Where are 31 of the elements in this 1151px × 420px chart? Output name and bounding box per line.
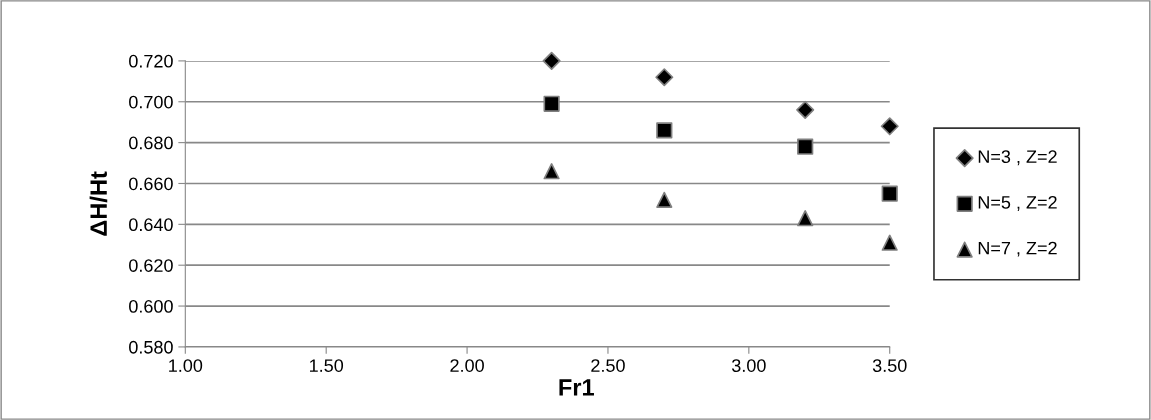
point xyxy=(543,95,560,112)
x-tick-label: 2.00 xyxy=(450,359,484,372)
x-tick-label: 1.00 xyxy=(169,359,203,372)
y-tick-label: 0.640 xyxy=(129,218,173,232)
point xyxy=(797,138,814,155)
point xyxy=(880,117,899,136)
legend-label: N=7 , Z=2 xyxy=(978,241,1057,257)
point xyxy=(796,100,815,119)
point xyxy=(656,191,673,208)
y-tick-label: 0.580 xyxy=(129,340,173,354)
x-axis-title: Fr1 xyxy=(559,379,594,396)
y-axis-title: ΔH/Ht xyxy=(89,171,108,236)
x-tick-label: 2.50 xyxy=(591,359,625,372)
y-tick-label: 0.700 xyxy=(129,95,173,109)
y-tick-label: 0.660 xyxy=(129,177,173,191)
y-tick-label: 0.600 xyxy=(129,299,173,313)
y-tick-label: 0.680 xyxy=(129,136,173,150)
point xyxy=(542,51,561,70)
legend-label: N=3 , Z=2 xyxy=(978,150,1057,166)
y-tick-label: 0.720 xyxy=(129,54,173,68)
point xyxy=(797,210,814,227)
x-tick-label: 3.00 xyxy=(731,359,766,372)
y-tick-label: 0.620 xyxy=(129,259,173,272)
legend-label: N=5 , Z=2 xyxy=(978,195,1057,211)
point xyxy=(881,185,898,202)
point xyxy=(655,68,674,87)
point xyxy=(881,234,898,251)
point xyxy=(543,163,560,180)
point xyxy=(656,122,673,139)
x-tick-label: 1.50 xyxy=(310,359,344,372)
x-tick-label: 3.50 xyxy=(872,359,907,372)
